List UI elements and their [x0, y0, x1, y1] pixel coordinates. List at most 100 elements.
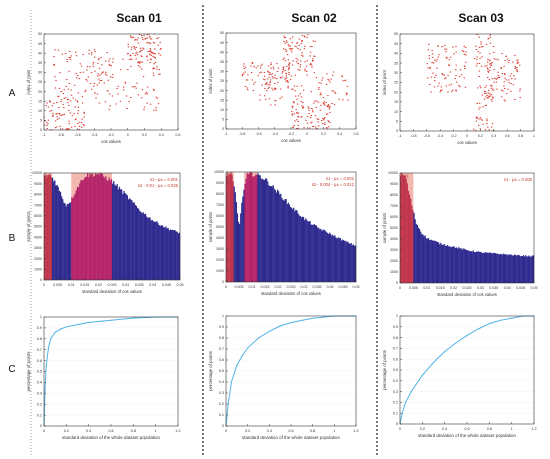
panel-a-scan2-point [309, 51, 312, 53]
panel-c-scan2-cdf-point [227, 403, 229, 405]
panel-a-scan3-point [452, 89, 454, 91]
panel-a-scan3-point [491, 78, 494, 80]
panel-b-scan2-bar [241, 202, 243, 282]
panel-a-scan1-ytick-label: 40 [38, 51, 42, 55]
panel-a-scan2-point [286, 80, 289, 82]
panel-a-scan2-point [295, 57, 297, 59]
panel-c-scan1-xtick-label: 0.2 [64, 429, 69, 433]
panel-a-scan2-ylabel: index of point [208, 68, 213, 94]
panel-a-scan1-point [58, 107, 60, 109]
panel-c-scan2-ytick-label: 0.8 [219, 336, 224, 340]
panel-a-scan2-point [257, 65, 259, 67]
panel-a-scan2-point [327, 105, 329, 107]
panel-c-scan1-cdf-point [54, 331, 56, 333]
panel-b-scan1-bar [109, 180, 112, 280]
panel-a-scan1-point [107, 79, 110, 81]
panel-a-scan3-point [500, 67, 503, 69]
panel-b-scan2-bar [353, 245, 356, 282]
panel-b-scan2-bar [226, 176, 228, 282]
panel-a-scan1-point [58, 117, 60, 119]
panel-a-scan3-point [492, 89, 494, 91]
panel-a-scan3-point [436, 67, 438, 69]
panel-b-scan2-bar [267, 181, 269, 282]
panel-a-scan2-point [291, 48, 294, 50]
panel-b-scan1-bar [164, 227, 166, 280]
panel-a-scan2-point [329, 81, 331, 83]
panel-a-scan2-point [285, 75, 287, 77]
panel-a-scan3-point [479, 106, 481, 108]
panel-a-scan3-point [475, 45, 477, 47]
panel-b-scan1-bar [68, 202, 71, 280]
panel-a-scan3-point [487, 70, 489, 72]
panel-a-scan1-point [86, 80, 88, 82]
panel-a-scan3-xtick-label: -0.4 [437, 134, 443, 138]
panel-a-scan3-point [512, 84, 515, 86]
panel-a-scan2-point [308, 109, 310, 111]
panel-a-scan1-point [111, 76, 114, 78]
panel-a-scan1-point [69, 112, 72, 114]
panel-c-scan1-cdf-point [76, 324, 79, 326]
panel-c-scan2-cdf-point [268, 330, 270, 332]
panel-b-scan3-xtick-label: 0.05 [531, 286, 538, 290]
panel-a-scan2-ytick-label: 15 [220, 98, 224, 102]
panel-b-scan1-bar [174, 230, 176, 280]
panel-b-scan2-bar [249, 172, 252, 282]
panel-a-scan2-point [288, 65, 290, 67]
panel-c-scan3-ytick-label: 0.4 [393, 379, 398, 383]
panel-a-scan3-point [513, 75, 515, 77]
panel-a-scan1-point [69, 58, 72, 60]
panel-c-scan3-xtick-label: 0 [399, 427, 401, 431]
panel-a-scan2-point [288, 68, 290, 70]
panel-a-scan3-ytick-label: 20 [394, 90, 398, 94]
panel-c-scan3-ytick-label: 0.8 [393, 336, 398, 340]
panel-a-scan1-point [54, 49, 56, 51]
panel-a-scan1-point [54, 87, 56, 89]
panel-a-scan2-point [274, 104, 276, 106]
panel-a-scan2-point [315, 100, 318, 102]
panel-a-scan1-point [75, 55, 78, 57]
panel-a-scan3-point [434, 80, 436, 82]
panel-a-scan3-point [519, 88, 521, 90]
panel-b-scan1-bar [140, 211, 142, 280]
panel-a-scan2-point [264, 87, 266, 89]
panel-b-scan2-bar [259, 175, 261, 282]
panel-a-scan3-point [486, 120, 488, 122]
panel-a-scan1-point [84, 91, 86, 93]
panel-a-scan1-point [99, 80, 101, 82]
panel-a-scan2-point [312, 58, 314, 60]
panel-b-scan3-bar [494, 253, 497, 283]
panel-a-scan1-point [153, 109, 155, 111]
panel-a-scan2-xtick-label: -0.4 [272, 132, 278, 136]
panel-a-scan1-point [66, 61, 68, 63]
panel-a-scan2-point [244, 86, 247, 88]
panel-c-scan2-cdf-point [236, 364, 238, 367]
panel-b-scan1-bar [165, 226, 167, 280]
panel-c-scan1-ytick-label: 0.5 [37, 370, 42, 374]
panel-b-scan3-xtick-label: 0.04 [504, 286, 511, 290]
panel-a-scan3-point [464, 67, 466, 69]
panel-a-scan1-point [141, 89, 144, 91]
panel-b-scan1-ytick-label: 10000 [32, 171, 42, 175]
panel-a-scan3-point [495, 58, 497, 60]
panel-a-scan2-point [276, 63, 278, 65]
panel-c-scan2-xtick-label: 0.8 [310, 429, 315, 433]
panel-a-scan2-point [327, 121, 330, 123]
panel-a-scan2-point [279, 76, 282, 78]
panel-a-scan3-point [486, 67, 489, 69]
panel-a-scan3-point [455, 51, 457, 53]
panel-a-scan2-point [324, 123, 326, 125]
panel-a-scan2-point [326, 105, 329, 107]
panel-a-scan2-point [274, 82, 276, 84]
panel-a-scan3-point [445, 56, 448, 58]
panel-a-scan3-point [451, 90, 453, 92]
panel-a-scan1-point [153, 75, 155, 77]
panel-a-scan3-point [478, 70, 480, 72]
panel-b-scan1-bar [176, 231, 178, 280]
panel-a-scan2-point [252, 83, 255, 85]
panel-a-scan1-point [140, 49, 143, 51]
panel-a-scan2-point [271, 76, 274, 78]
panel-a-scan2-point [282, 71, 284, 73]
panel-a-scan2-point [291, 113, 293, 115]
panel-a-scan3-point [478, 124, 480, 126]
panel-a-scan1-point [133, 47, 136, 49]
